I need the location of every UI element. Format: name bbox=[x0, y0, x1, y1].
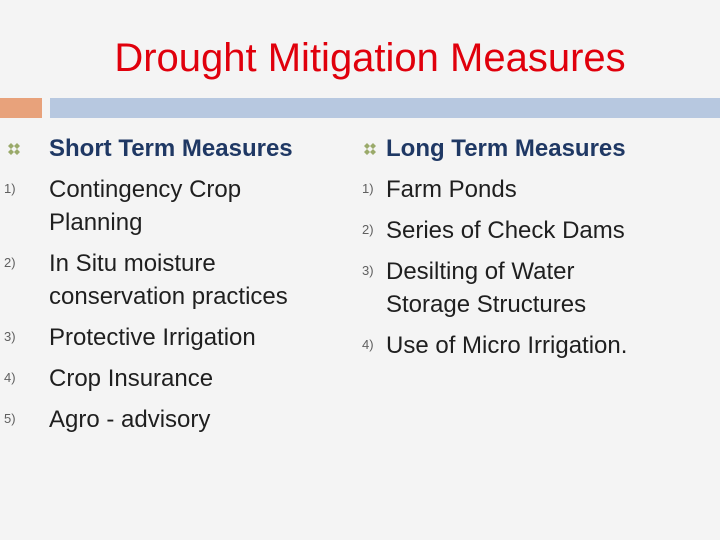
slide-title: Drought Mitigation Measures bbox=[114, 36, 626, 80]
list-item: 5) Agro - advisory bbox=[0, 403, 350, 436]
list-number: 4) bbox=[4, 370, 16, 385]
list-item-text: Desilting of Water Storage Structures bbox=[386, 258, 587, 318]
list-item: 3) Protective Irrigation bbox=[0, 321, 350, 354]
diamond-bullet-icon bbox=[8, 143, 20, 155]
list-number: 2) bbox=[362, 222, 374, 237]
list-item-text: Protective Irrigation bbox=[49, 324, 256, 351]
list-number: 3) bbox=[362, 263, 374, 278]
long-term-column: Long Term Measures 1) Farm Ponds 2) Seri… bbox=[358, 132, 720, 370]
list-item: 1) Contingency Crop Planning bbox=[0, 173, 350, 239]
list-item-text: In Situ moisture conservation practices bbox=[49, 250, 288, 310]
long-term-heading: Long Term Measures bbox=[386, 135, 626, 162]
long-term-heading-item: Long Term Measures bbox=[358, 132, 720, 165]
list-item: 2) Series of Check Dams bbox=[358, 214, 720, 247]
list-item-text: Use of Micro Irrigation. bbox=[386, 332, 628, 359]
list-number: 3) bbox=[4, 329, 16, 344]
header-bar bbox=[50, 98, 720, 118]
list-number: 1) bbox=[362, 181, 374, 196]
list-item-text: Farm Ponds bbox=[386, 176, 517, 203]
list-item: 4) Use of Micro Irrigation. bbox=[358, 329, 720, 362]
list-item: 3) Desilting of Water Storage Structures bbox=[358, 255, 720, 321]
list-item: 4) Crop Insurance bbox=[0, 362, 350, 395]
list-item-text: Agro - advisory bbox=[49, 406, 211, 433]
list-item: 2) In Situ moisture conservation practic… bbox=[0, 247, 350, 313]
list-number: 2) bbox=[4, 255, 16, 270]
accent-bar bbox=[0, 98, 42, 118]
list-number: 1) bbox=[4, 181, 16, 196]
list-item-text: Contingency Crop Planning bbox=[49, 176, 242, 236]
diamond-bullet-icon bbox=[364, 143, 376, 155]
list-number: 5) bbox=[4, 411, 16, 426]
list-item-text: Series of Check Dams bbox=[386, 217, 625, 244]
short-term-heading: Short Term Measures bbox=[49, 135, 293, 162]
short-term-column: Short Term Measures 1) Contingency Crop … bbox=[0, 132, 350, 444]
list-item: 1) Farm Ponds bbox=[358, 173, 720, 206]
list-number: 4) bbox=[362, 337, 374, 352]
list-item-text: Crop Insurance bbox=[49, 365, 214, 392]
short-term-heading-item: Short Term Measures bbox=[0, 132, 350, 165]
